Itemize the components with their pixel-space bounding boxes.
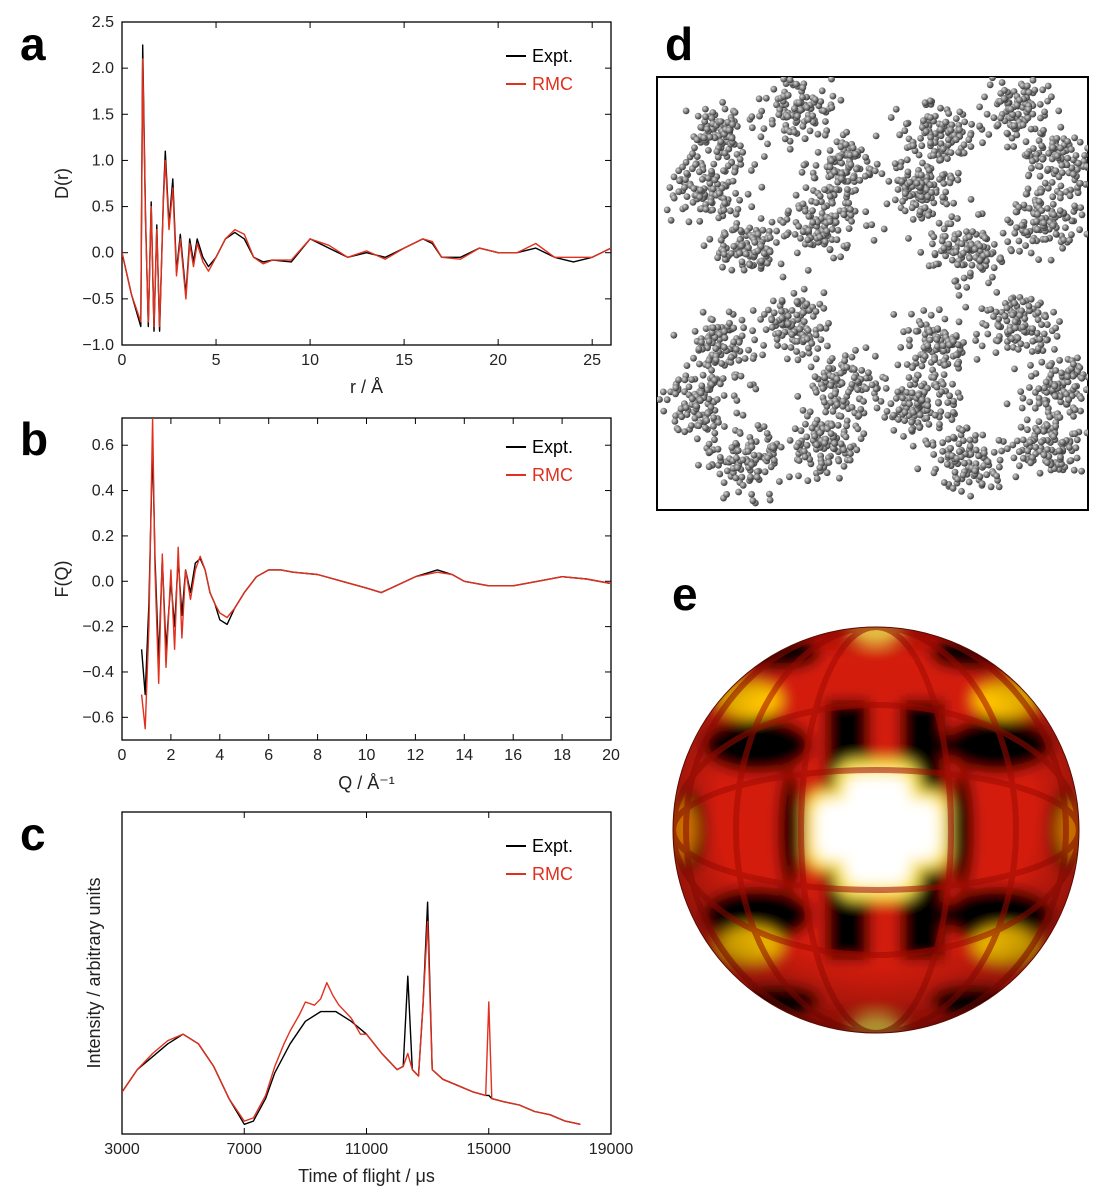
- x-tick-label: 15: [395, 352, 413, 369]
- x-tick-label: 4: [215, 747, 224, 764]
- series-group: [140, 418, 611, 730]
- x-axis-label: Q / Å⁻¹: [338, 773, 395, 793]
- x-tick-label: 14: [455, 747, 473, 764]
- x-tick-label: 8: [313, 747, 322, 764]
- panel-label-c: c: [20, 808, 46, 860]
- x-tick-label: 10: [301, 352, 319, 369]
- orientation-sphere-image: [672, 626, 1080, 1034]
- plot-frame: [121, 21, 612, 346]
- y-tick-label: 0.6: [92, 437, 114, 454]
- atom-clusters: [657, 77, 1088, 507]
- y-tick-label: 0.2: [92, 528, 114, 545]
- y-tick-label: −0.4: [82, 664, 114, 681]
- x-tick-label: 0: [118, 352, 127, 369]
- plot-frame: [121, 811, 612, 1135]
- legend-label: Expt.: [532, 46, 573, 66]
- series-group: [122, 44, 611, 332]
- chart-structure-factor-fq: 0 2 4 6 8 10 12 14 16 18 20 −0.6 −0.4 −0.2 0.0 0.2 0.4 0.…: [52, 417, 620, 793]
- x-tick-label: 2: [166, 747, 175, 764]
- series-group: [122, 901, 581, 1126]
- x-axis-label: r / Å: [350, 377, 383, 397]
- y-axis-label: F(Q): [52, 561, 72, 598]
- x-tick-label: 16: [504, 747, 522, 764]
- y-tick-label: 1.0: [92, 152, 114, 169]
- y-tick-label: −0.6: [82, 709, 114, 726]
- x-tick-label: 18: [553, 747, 571, 764]
- panel-label-d: d: [665, 18, 693, 70]
- x-tick-label: 0: [118, 747, 127, 764]
- y-axis-label: D(r): [52, 168, 72, 199]
- x-tick-label: 5: [212, 352, 221, 369]
- y-tick-label: −0.2: [82, 619, 114, 636]
- y-tick-label: 1.5: [92, 106, 114, 123]
- legend-label: Expt.: [532, 437, 573, 457]
- y-tick-label: −0.5: [82, 291, 114, 308]
- panel-label-e: e: [672, 568, 698, 620]
- x-tick-label: 20: [602, 747, 620, 764]
- series-line-rmc: [122, 920, 581, 1125]
- series-line-rmc: [122, 58, 611, 328]
- rmc-configuration-image: [656, 76, 1089, 511]
- legend-label: RMC: [532, 465, 573, 485]
- x-tick-label: 25: [583, 352, 601, 369]
- y-axis-label: Intensity / arbitrary units: [84, 877, 104, 1068]
- y-tick-label: 2.5: [92, 14, 114, 31]
- x-tick-label: 3000: [104, 1141, 140, 1158]
- x-tick-label: 11000: [345, 1141, 388, 1158]
- chart-bragg-profile: 3000 7000 11000 15000 19000 Time of flight / …: [84, 811, 634, 1186]
- series-line-rmc: [140, 418, 611, 730]
- panel-label-b: b: [20, 413, 48, 465]
- y-tick-label: 0.4: [92, 483, 114, 500]
- panel-label-a: a: [20, 18, 46, 70]
- x-tick-label: 19000: [589, 1141, 634, 1158]
- legend-label: RMC: [532, 74, 573, 94]
- series-line-expt: [122, 901, 581, 1126]
- y-tick-label: −1.0: [82, 337, 114, 354]
- y-tick-label: 0.0: [92, 245, 114, 262]
- y-tick-label: 2.0: [92, 60, 114, 77]
- chart-pdf-dr: 0 5 10 15 20 25 −1.0 −0.5 0.0 0.5 1.0 1.5 2.0 2.5 r / …: [52, 14, 612, 397]
- x-tick-label: 12: [407, 747, 425, 764]
- x-tick-label: 6: [264, 747, 273, 764]
- x-axis-label: Time of flight / μs: [298, 1166, 435, 1186]
- y-tick-label: 0.0: [92, 573, 114, 590]
- x-tick-label: 15000: [467, 1141, 512, 1158]
- x-tick-label: 20: [489, 352, 507, 369]
- legend-label: RMC: [532, 864, 573, 884]
- y-tick-label: 0.5: [92, 199, 114, 216]
- legend-label: Expt.: [532, 836, 573, 856]
- x-tick-label: 7000: [226, 1141, 262, 1158]
- x-tick-label: 10: [358, 747, 376, 764]
